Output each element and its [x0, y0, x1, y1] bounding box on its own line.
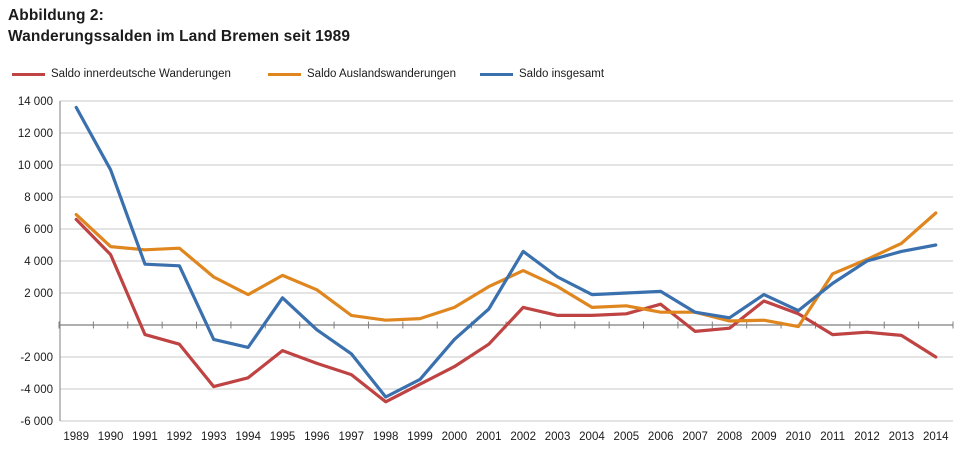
legend-label-innerdeutsche-wanderungen: Saldo innerdeutsche Wanderungen [51, 68, 231, 80]
x-axis-tick-label: 2012 [854, 431, 880, 443]
x-axis-tick-label: 2006 [648, 431, 674, 443]
x-axis-tick-label: 1999 [407, 431, 433, 443]
legend-item-innerdeutsche-wanderungen: Saldo innerdeutsche Wanderungen [12, 66, 231, 82]
x-axis-tick-label: 2002 [510, 431, 536, 443]
x-axis-tick-label: 1993 [201, 431, 227, 443]
x-axis-tick-label: 2013 [889, 431, 915, 443]
x-axis-tick-label: 1998 [373, 431, 399, 443]
series-line-saldo-auslandswanderungen [74, 211, 938, 329]
x-axis-tick-label: 2003 [545, 431, 571, 443]
x-axis-tick-label: 2007 [682, 431, 708, 443]
x-axis-tick-label: 2014 [923, 431, 949, 443]
page-title: Wanderungssalden im Land Bremen seit 198… [8, 28, 351, 45]
legend-swatch-saldo-insgesamt [480, 72, 513, 76]
x-axis-tick-label: 2008 [717, 431, 743, 443]
legend-item-auslandswanderungen: Saldo Auslandswanderungen [268, 66, 456, 82]
x-axis-tick-label: 2000 [442, 431, 468, 443]
x-axis-tick-label: 1989 [63, 431, 89, 443]
series-line-saldo-innerdeutsche-wanderungen [74, 217, 938, 404]
x-axis-tick-label: 2009 [751, 431, 777, 443]
y-axis-tick-label: -2 000 [20, 352, 53, 364]
x-axis-tick-label: 1996 [304, 431, 330, 443]
y-axis-tick-label: 6 000 [24, 224, 53, 236]
figure-label: Abbildung 2: [8, 7, 104, 24]
x-axis-tick-label: 2005 [614, 431, 640, 443]
x-axis-tick-label: 1995 [270, 431, 296, 443]
y-axis-tick-label: 14 000 [18, 96, 53, 108]
legend-swatch-auslandswanderungen [268, 72, 301, 76]
x-axis-tick-label: 1994 [235, 431, 261, 443]
y-axis-tick-label: 2 000 [24, 288, 53, 300]
legend-item-saldo-insgesamt: Saldo insgesamt [480, 66, 604, 82]
x-axis-tick-label: 2004 [579, 431, 605, 443]
y-axis-tick-label: 10 000 [18, 160, 53, 172]
y-axis-tick-label: -4 000 [20, 384, 53, 396]
y-axis-tick-label: -6 000 [20, 416, 53, 428]
x-axis-tick-label: 2010 [785, 431, 811, 443]
y-axis-tick-label: 8 000 [24, 192, 53, 204]
legend-label-auslandswanderungen: Saldo Auslandswanderungen [307, 68, 456, 80]
x-axis-tick-label: 2011 [820, 431, 845, 443]
legend-label-saldo-insgesamt: Saldo insgesamt [519, 68, 605, 80]
y-axis-tick-label: 4 000 [24, 256, 53, 268]
x-axis-tick-label: 1990 [98, 431, 124, 443]
x-axis-tick-label: 1997 [338, 431, 364, 443]
title-block: Abbildung 2: Wanderungssalden im Land Br… [8, 5, 350, 47]
y-axis-tick-label: 12 000 [18, 128, 53, 140]
x-axis-tick-label: 1992 [167, 431, 193, 443]
x-axis-tick-label: 2001 [476, 431, 502, 443]
series-line-saldo-insgesamt [74, 105, 938, 399]
x-axis-tick-label: 1991 [132, 431, 158, 443]
legend-swatch-innerdeutsche-wanderungen [12, 72, 45, 76]
legend: Saldo innerdeutsche Wanderungen Saldo Au… [0, 66, 960, 82]
